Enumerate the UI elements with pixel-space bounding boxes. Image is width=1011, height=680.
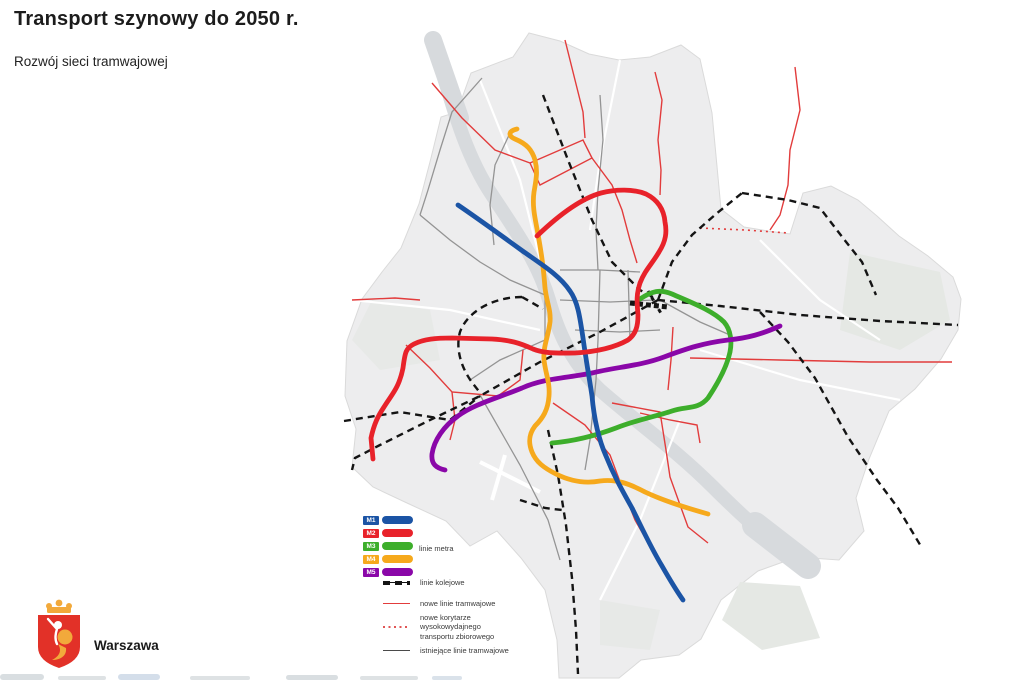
cutoff-artifact	[286, 675, 338, 680]
m2-line-swatch	[382, 529, 413, 537]
m5-badge: M5	[363, 567, 379, 577]
metro-line-m2	[368, 187, 669, 462]
railway-label: linie kolejowe	[420, 578, 465, 587]
m1-line-swatch	[382, 516, 413, 524]
legend-row-existing-tram: istniejące linie tramwajowe	[383, 646, 509, 655]
m1-badge: M1	[363, 515, 379, 525]
existing-tram-label: istniejące linie tramwajowe	[420, 646, 509, 655]
roads	[351, 59, 901, 601]
cutoff-artifact	[190, 676, 250, 680]
metro-group-label: linie metra	[419, 544, 454, 553]
existing-tram-swatch	[383, 649, 410, 652]
legend-row-m4: M4	[363, 554, 413, 564]
corridors-label: nowe korytarze wysokowydajnego transport…	[420, 613, 495, 641]
cutoff-artifact	[360, 676, 418, 680]
new-tram-swatch	[383, 602, 410, 605]
legend-row-m1: M1	[363, 515, 413, 525]
m4-line-swatch	[382, 555, 413, 563]
corridors-swatch	[383, 626, 410, 629]
new-tram-label: nowe linie tramwajowe	[420, 599, 496, 608]
district-patches	[352, 252, 950, 650]
legend-row-corridors: nowe korytarze wysokowydajnego transport…	[383, 613, 516, 641]
vistula-river	[424, 31, 821, 579]
new-tram-lines	[351, 39, 952, 544]
legend-row-new-tram: nowe linie tramwajowe	[383, 599, 495, 608]
page-title: Transport szynowy do 2050 r.	[14, 8, 299, 30]
railway-swatch	[383, 580, 410, 585]
legend-row-m5: M5	[363, 567, 413, 577]
m3-line-swatch	[382, 542, 413, 550]
m5-line-swatch	[382, 568, 413, 576]
cutoff-artifact	[118, 674, 160, 680]
legend-row-m3: M3	[363, 541, 413, 551]
m4-badge: M4	[363, 554, 379, 564]
city-name: Warszawa	[94, 638, 159, 653]
metro-line-m5	[429, 323, 783, 473]
legend-row-m2: M2	[363, 528, 413, 538]
metro-line-m3	[549, 288, 734, 446]
warsaw-logo: Warszawa	[34, 598, 234, 670]
page-subtitle: Rozwój sieci tramwajowej	[14, 54, 168, 69]
new-corridors	[699, 227, 789, 234]
warsaw-crest-icon	[38, 599, 80, 668]
metro-line-m1	[455, 202, 686, 603]
m2-badge: M2	[363, 528, 379, 538]
metro-line-m4	[507, 126, 711, 517]
legend-row-railway: linie kolejowe	[383, 578, 465, 587]
cutoff-artifact	[58, 676, 106, 680]
cutoff-artifact	[0, 674, 44, 680]
m3-badge: M3	[363, 541, 379, 551]
cutoff-artifact	[432, 676, 462, 680]
